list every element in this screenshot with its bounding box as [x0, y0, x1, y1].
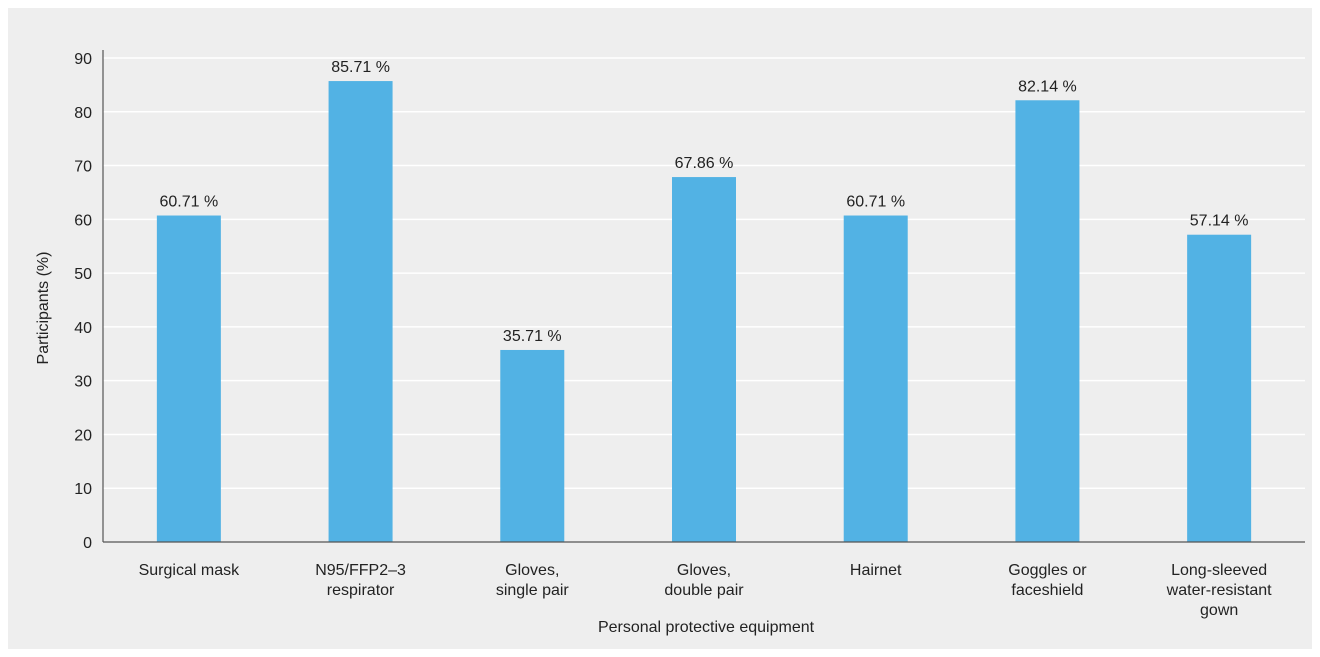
y-tick-label: 60 — [74, 212, 92, 229]
y-tick-label: 10 — [74, 481, 92, 498]
y-tick-label: 90 — [74, 51, 92, 68]
data-label: 60.71 % — [159, 194, 218, 211]
bar — [156, 215, 221, 542]
x-tick-labels: Surgical mask N95/FFP2–3 respirator Gloves,… — [139, 562, 1273, 619]
y-tick-label: 40 — [74, 320, 92, 337]
data-labels: 60.71 % 85.71 % 35.71 % 67.86 % 60.71 % 82.14… — [159, 59, 1248, 345]
data-label: 57.14 % — [1190, 213, 1249, 230]
axes — [102, 50, 1305, 543]
bar — [672, 177, 736, 542]
bar — [328, 81, 393, 542]
y-tick-label: 50 — [74, 266, 92, 283]
bar — [500, 349, 565, 542]
y-tick-label: 20 — [74, 427, 92, 444]
x-axis-title: Personal protective equipment — [598, 619, 815, 636]
bar — [1015, 100, 1080, 542]
x-tick-label: Surgical mask — [139, 562, 240, 579]
bar-chart: 0 10 20 30 40 50 60 70 80 90 Surgical mask N95/FFP… — [35, 50, 1305, 636]
y-tick-label: 80 — [74, 105, 92, 122]
data-label: 67.86 % — [675, 155, 734, 172]
y-axis-title: Participants (%) — [35, 252, 52, 365]
x-tick-label: N95/FFP2–3 respirator — [315, 562, 406, 599]
bars — [156, 81, 1252, 542]
chart-frame: 0 10 20 30 40 50 60 70 80 90 Surgical mask N95/FFP… — [8, 8, 1312, 649]
data-label: 82.14 % — [1018, 78, 1077, 95]
data-label: 35.71 % — [503, 328, 562, 345]
bar — [843, 215, 908, 542]
x-tick-label: Hairnet — [850, 562, 902, 579]
bar — [1187, 234, 1252, 542]
y-tick-label: 30 — [74, 374, 92, 391]
data-label: 60.71 % — [846, 194, 905, 211]
x-tick-label: Long-sleeved water-resistant gown — [1166, 562, 1272, 619]
y-tick-label: 0 — [83, 535, 92, 552]
data-label: 85.71 % — [331, 59, 390, 76]
x-tick-label: Gloves, double pair — [664, 562, 744, 599]
y-tick-label: 70 — [74, 159, 92, 176]
x-tick-label: Goggles or faceshield — [1008, 562, 1087, 599]
y-tick-labels: 0 10 20 30 40 50 60 70 80 90 — [74, 51, 92, 552]
x-tick-label: Gloves, single pair — [496, 562, 570, 599]
